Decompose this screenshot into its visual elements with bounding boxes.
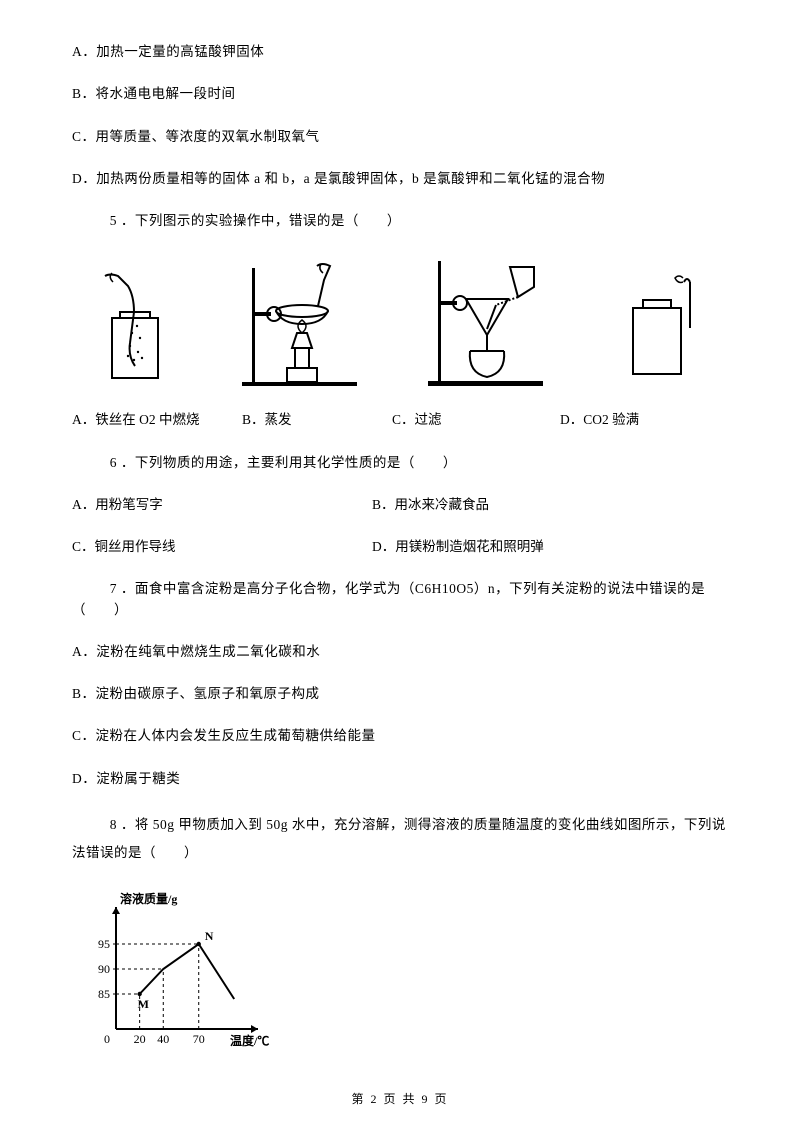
svg-text:40: 40 (157, 1032, 169, 1046)
svg-text:70: 70 (193, 1032, 205, 1046)
page-footer: 第 2 页 共 9 页 (0, 1090, 800, 1108)
q5-label-c: C．过滤 (392, 410, 560, 430)
svg-text:N: N (205, 929, 214, 943)
q5-img-b (232, 258, 367, 388)
q5-img-d (605, 268, 710, 388)
svg-text:溶液质量/g: 溶液质量/g (120, 891, 177, 906)
q5-label-b: B．蒸发 (242, 410, 392, 430)
q5-img-c (418, 253, 553, 388)
svg-text:90: 90 (98, 962, 110, 976)
svg-text:0: 0 (104, 1032, 110, 1046)
q7-a: A．淀粉在纯氧中燃烧生成二氧化碳和水 (72, 642, 728, 662)
co2-test-icon (605, 268, 710, 388)
q5-labels: A．铁丝在 O2 中燃烧 B．蒸发 C．过滤 D．CO2 验满 (72, 410, 728, 430)
evaporation-icon (232, 258, 367, 388)
q7-d: D．淀粉属于糖类 (72, 769, 728, 789)
q6-b: B．用冰来冷藏食品 (372, 495, 728, 515)
q5-img-a (90, 268, 180, 388)
opt-a: A．加热一定量的高锰酸钾固体 (72, 42, 728, 62)
q7-b: B．淀粉由碳原子、氢原子和氧原子构成 (72, 684, 728, 704)
q7-stem: 7 ．面食中富含淀粉是高分子化合物，化学式为（C6H10O5）n，下列有关淀粉的… (72, 579, 728, 620)
svg-text:95: 95 (98, 937, 110, 951)
q5-label-d: D．CO2 验满 (560, 410, 639, 430)
q5-stem: 5 ．下列图示的实验操作中，错误的是（ ） (72, 211, 728, 231)
opt-b: B．将水通电电解一段时间 (72, 84, 728, 104)
q6-c: C．铜丝用作导线 (72, 537, 372, 557)
filtration-icon (418, 253, 553, 388)
svg-text:M: M (138, 997, 149, 1011)
opt-d: D．加热两份质量相等的固体 a 和 b，a 是氯酸钾固体，b 是氯酸钾和二氧化锰… (72, 169, 728, 189)
q6-stem: 6 ．下列物质的用途，主要利用其化学性质的是（ ） (72, 453, 728, 473)
q8-stem: 8 ．将 50g 甲物质加入到 50g 水中，充分溶解，测得溶液的质量随温度的变… (72, 811, 728, 868)
svg-text:温度/℃: 温度/℃ (230, 1033, 269, 1048)
q7-c: C．淀粉在人体内会发生反应生成葡萄糖供给能量 (72, 726, 728, 746)
q6-d: D．用镁粉制造烟花和照明弹 (372, 537, 728, 557)
q6-a: A．用粉笔写字 (72, 495, 372, 515)
svg-text:20: 20 (134, 1032, 146, 1046)
q8-chart: 0 85 90 95 20 40 70 M N 溶液质量/g 温度/℃ (72, 889, 728, 1059)
solubility-chart-icon: 0 85 90 95 20 40 70 M N 溶液质量/g 温度/℃ (72, 889, 272, 1059)
q5-images (90, 253, 710, 388)
iron-burning-icon (90, 268, 180, 388)
opt-c: C．用等质量、等浓度的双氧水制取氧气 (72, 127, 728, 147)
q5-label-a: A．铁丝在 O2 中燃烧 (72, 410, 242, 430)
svg-text:85: 85 (98, 987, 110, 1001)
